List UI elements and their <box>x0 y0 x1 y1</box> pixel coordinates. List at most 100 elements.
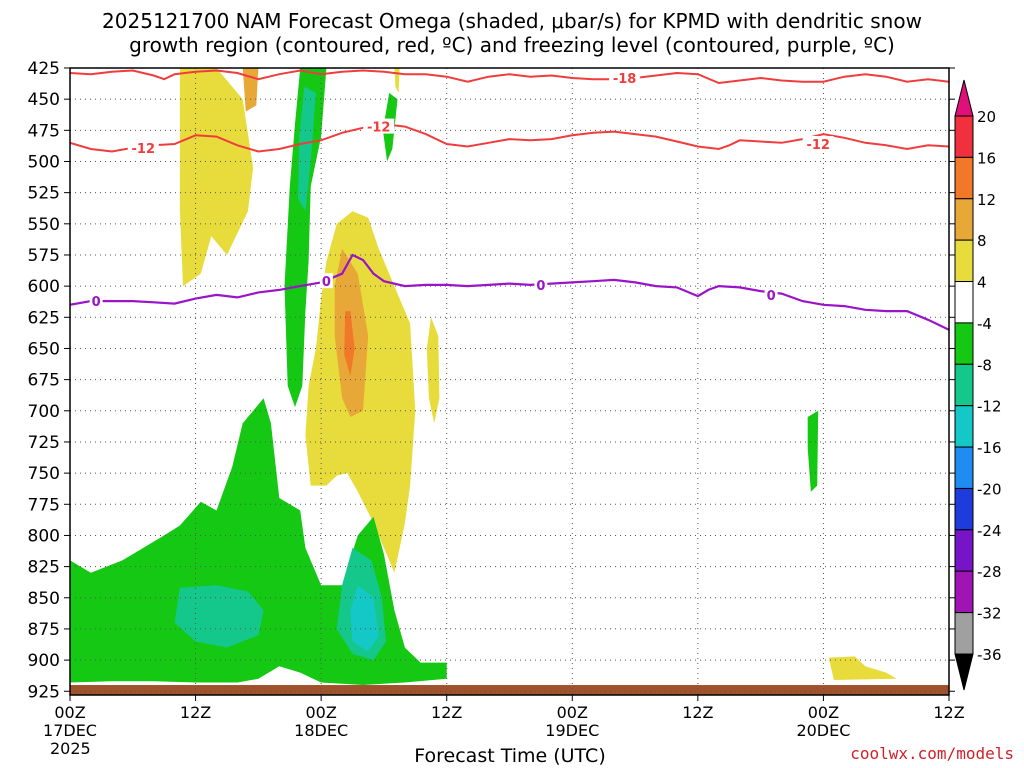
y-tick-label: 525 <box>28 184 60 204</box>
chart-title-line1: 2025121700 NAM Forecast Omega (shaded, μ… <box>102 9 922 33</box>
y-tick-label: 775 <box>28 495 60 515</box>
colorbar-bin <box>954 487 974 531</box>
contour-label: 0 <box>92 295 101 310</box>
x-tick-label: 12Z <box>180 703 211 722</box>
omega-region-16 <box>350 585 379 652</box>
contour-label-bg <box>764 286 778 302</box>
colorbar-bin <box>954 156 974 200</box>
colorbar-label: -36 <box>977 646 1002 664</box>
contour-label: -18 <box>613 72 637 87</box>
colorbar-label: 16 <box>977 149 996 167</box>
colorbar-bin <box>954 405 974 448</box>
omega-region-12 <box>807 410 819 492</box>
credit-text[interactable]: coolwx.com/models <box>850 744 1014 763</box>
y-tick-label: 500 <box>28 152 60 172</box>
omega-region-2 <box>394 68 400 93</box>
contour-label: -12 <box>806 138 830 153</box>
y-tick-label: 825 <box>28 558 60 578</box>
y-tick-label: 750 <box>28 464 60 484</box>
x-tick-label: 12Z <box>682 703 713 722</box>
colorbar-label: -8 <box>977 356 992 374</box>
contour-label: -12 <box>132 142 156 157</box>
red-contour-0 <box>70 69 949 85</box>
contour-label: -12 <box>367 121 391 136</box>
y-tick-label: 875 <box>28 620 60 640</box>
x-tick-label: 00Z <box>305 703 336 722</box>
colorbar-bin <box>954 115 974 158</box>
x-tick-date: 17DEC <box>43 721 97 740</box>
colorbar-top-cap <box>954 79 974 117</box>
y-tick-label: 575 <box>28 246 60 266</box>
contour-label-bg <box>802 136 834 152</box>
omega-region-5 <box>344 311 355 376</box>
red-contour-1 <box>70 123 949 153</box>
y-tick-label: 700 <box>28 402 60 422</box>
contour-label-bg <box>534 276 548 292</box>
y-tick-label: 650 <box>28 339 60 359</box>
colorbar-bottom-cap <box>954 653 974 691</box>
contour-label: 0 <box>767 289 776 304</box>
colorbar-bin <box>954 322 974 365</box>
colorbar-label: -24 <box>977 522 1002 540</box>
omega-shading <box>70 68 897 685</box>
colorbar-label: -28 <box>977 563 1002 581</box>
x-tick-label: 12Z <box>933 703 964 722</box>
y-tick-label: 450 <box>28 90 60 110</box>
terrain-layer <box>70 685 949 695</box>
contour-label-bg <box>319 273 333 289</box>
omega-region-8 <box>828 656 897 680</box>
x-tick-date: 19DEC <box>545 721 599 740</box>
y-tick-label: 550 <box>28 215 60 235</box>
colorbar-bin <box>954 612 974 655</box>
y-tick-label: 850 <box>28 589 60 609</box>
colorbar-bin <box>954 446 974 489</box>
y-tick-label: 675 <box>28 371 60 391</box>
colorbar-label: -32 <box>977 605 1002 623</box>
colorbar-label: -16 <box>977 439 1002 457</box>
colorbar-bin <box>954 281 974 324</box>
colorbar-label: -20 <box>977 480 1002 498</box>
plot-frame <box>69 67 950 696</box>
omega-region-0 <box>179 68 254 287</box>
colorbar-label: 20 <box>977 108 996 126</box>
colorbar-label: -4 <box>977 315 992 333</box>
contour-label: 0 <box>536 279 545 294</box>
colorbar-bin <box>954 570 974 614</box>
x-tick-label: 00Z <box>557 703 588 722</box>
colorbar-bin <box>954 198 974 241</box>
colorbar-label: 12 <box>977 191 996 209</box>
x-tick-year: 2025 <box>50 739 91 758</box>
omega-region-6 <box>426 317 440 424</box>
y-tick-label: 600 <box>28 277 60 297</box>
y-axis: 425 450 475 500 525 550 575 600 625 650 675 700 725 7… <box>28 59 955 702</box>
contour-label-bg <box>363 118 395 134</box>
colorbar-bin <box>954 529 974 572</box>
contour-label: 0 <box>322 275 331 290</box>
x-tick-label: 00Z <box>808 703 839 722</box>
y-tick-label: 475 <box>28 121 60 141</box>
colorbar-label: -12 <box>977 398 1002 416</box>
colorbar: 20 16 12 8 4 -4 -8 -12 -16 -20 -24 -28 -32 -36 <box>954 79 1002 691</box>
x-tick-label: 12Z <box>431 703 462 722</box>
omega-region-9 <box>284 68 327 408</box>
chart-title-line2: growth region (contoured, red, ºC) and f… <box>129 33 895 57</box>
x-axis-title: Forecast Time (UTC) <box>414 745 606 767</box>
y-tick-label: 900 <box>28 651 60 671</box>
y-tick-label: 725 <box>28 433 60 453</box>
colorbar-label: 8 <box>977 232 987 250</box>
y-tick-label: 625 <box>28 308 60 328</box>
y-tick-label: 925 <box>28 682 60 702</box>
colorbar-bin <box>954 239 974 283</box>
contour-lines: -18 -12 -12 -12 0 0 0 0 <box>70 69 949 331</box>
omega-region-10 <box>298 86 316 212</box>
y-tick-label: 800 <box>28 526 60 546</box>
colorbar-label: 4 <box>977 274 987 292</box>
purple-contour <box>70 253 949 331</box>
omega-region-14 <box>174 585 264 648</box>
contour-label-bg <box>89 293 103 309</box>
contour-label-bg <box>609 69 641 85</box>
x-tick-label: 00Z <box>54 703 85 722</box>
contour-label-bg <box>127 139 159 155</box>
